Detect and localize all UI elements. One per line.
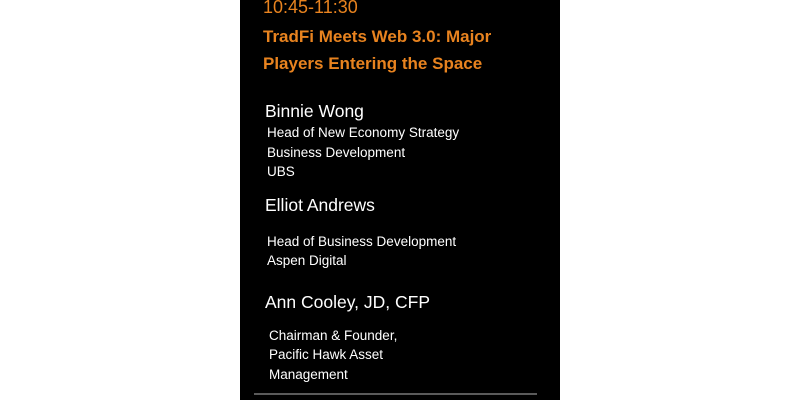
speaker-company: UBS (267, 164, 295, 179)
speaker-title: Head of Business Development (267, 234, 457, 249)
speaker-title: Head of New Economy Strategy (267, 125, 460, 140)
speaker-name: Binnie Wong (265, 101, 364, 121)
session-title: TradFi Meets Web 3.0: Major Players Ente… (263, 27, 492, 73)
agenda-panel: 10:45-11:30 TradFi Meets Web 3.0: Major … (240, 0, 560, 400)
speaker-name: Elliot Andrews (265, 195, 375, 215)
speaker-department: Business Development (267, 145, 406, 160)
speaker-title: Chairman & Founder, (269, 328, 398, 343)
speaker-company: Aspen Digital (267, 253, 347, 268)
divider (254, 393, 537, 395)
session-time: 10:45-11:30 (263, 0, 358, 17)
speaker-name: Ann Cooley, JD, CFP (265, 292, 431, 312)
speaker-company-cont: Management (269, 367, 348, 382)
speaker-company: Pacific Hawk Asset (269, 347, 384, 362)
